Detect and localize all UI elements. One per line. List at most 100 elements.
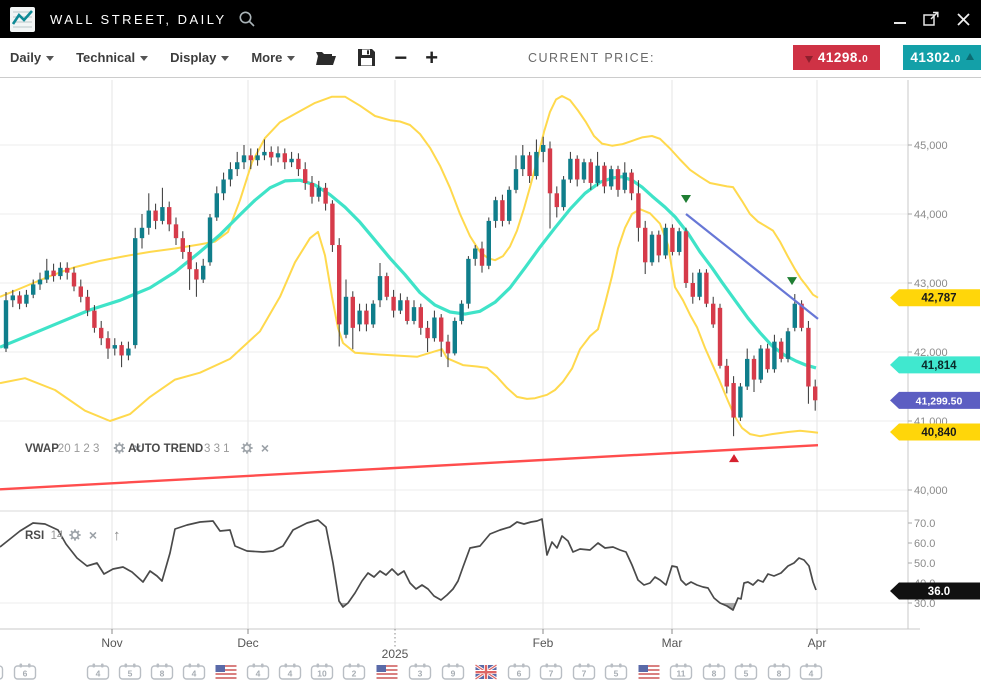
candle	[139, 227, 145, 239]
bollinger-bands	[0, 95, 819, 438]
calendar-event-icon[interactable]: 8	[702, 663, 726, 680]
calendar-event-icon[interactable]: 4	[86, 663, 110, 680]
vwap-line[interactable]	[0, 443, 819, 491]
calendar-event-icon[interactable]: 4	[182, 663, 206, 680]
calendar-event-icon[interactable]: 9	[441, 663, 465, 680]
calendar-event-icon[interactable]: 6	[507, 663, 531, 680]
menu-daily[interactable]: Daily	[10, 50, 55, 65]
candle	[71, 272, 77, 287]
gear-icon[interactable]	[241, 442, 253, 454]
candle	[289, 158, 294, 163]
candle	[697, 272, 702, 297]
popout-icon[interactable]	[923, 11, 940, 27]
price-tick-label: 45,000	[914, 140, 948, 152]
remove-indicator-icon[interactable]: ×	[133, 440, 141, 456]
save-icon[interactable]	[357, 48, 376, 67]
remove-indicator-icon[interactable]: ×	[89, 527, 97, 543]
calendar-event-icon[interactable]: 2	[342, 663, 366, 680]
svg-text:36.0: 36.0	[928, 586, 950, 598]
svg-text:4: 4	[288, 669, 293, 679]
calendar-event-icon[interactable]: 8	[150, 663, 174, 680]
candle	[609, 169, 614, 187]
candle	[357, 310, 362, 325]
minimize-icon[interactable]	[893, 12, 907, 26]
candle	[153, 210, 158, 221]
search-icon[interactable]	[237, 9, 257, 29]
chart-canvas[interactable]: 45,00044,00043,00042,00041,00040,00070.0…	[0, 80, 981, 682]
gridlines	[0, 80, 920, 630]
uk-flag-icon[interactable]	[474, 663, 498, 681]
remove-indicator-icon[interactable]: ×	[261, 440, 269, 456]
calendar-event-icon[interactable]: 7	[539, 663, 563, 680]
open-folder-icon[interactable]	[315, 49, 337, 67]
expand-pane-icon[interactable]: ↑	[113, 527, 121, 544]
title-bar: WALL STREET, DAILY	[0, 0, 981, 38]
candle	[683, 231, 689, 283]
buy-price-badge[interactable]: 41302.0	[903, 45, 981, 70]
menu-more[interactable]: More	[251, 50, 296, 65]
calendar-event-icon[interactable]: 8	[767, 663, 791, 680]
candle	[575, 158, 580, 180]
calendar-event-icon[interactable]: 4	[0, 664, 4, 680]
candle	[3, 300, 9, 349]
zoom-out-button[interactable]: −	[394, 44, 408, 70]
candle	[751, 358, 757, 380]
menu-technical[interactable]: Technical	[76, 50, 149, 65]
svg-text:7: 7	[549, 669, 554, 679]
sell-signal-marker[interactable]	[787, 277, 797, 286]
candle	[65, 267, 70, 273]
calendar-event-icon[interactable]: 4	[799, 663, 823, 680]
candle	[51, 270, 56, 277]
svg-text:8: 8	[777, 669, 782, 679]
price-badge: 41,299.50	[890, 391, 980, 409]
candle	[411, 307, 417, 321]
candle	[439, 317, 444, 342]
app-logo-icon	[10, 6, 35, 32]
calendar-event-icon[interactable]: 4	[246, 663, 270, 680]
sell-signal-marker[interactable]	[681, 194, 691, 203]
candle	[459, 303, 464, 321]
close-icon[interactable]	[956, 12, 971, 27]
candle	[432, 317, 437, 339]
rsi-tick-label: 30.0	[914, 598, 935, 610]
candle	[364, 310, 369, 325]
chart-toolbar: Daily Technical Display More	[0, 38, 981, 78]
candle	[568, 158, 573, 180]
gear-icon[interactable]	[113, 442, 125, 454]
us-flag-icon[interactable]	[215, 665, 237, 679]
calendar-event-icon[interactable]: 5	[118, 663, 142, 680]
candle	[643, 227, 648, 263]
buy-signal-marker[interactable]	[729, 454, 739, 463]
year-label: 2025	[382, 647, 409, 661]
candle	[581, 162, 587, 180]
sell-price-badge[interactable]: 41298.0	[793, 45, 880, 70]
svg-text:8: 8	[712, 669, 717, 679]
calendar-event-icon[interactable]: 5	[604, 663, 628, 680]
calendar-event-icon[interactable]: 3	[408, 663, 432, 680]
us-flag-icon[interactable]	[376, 665, 398, 679]
candle	[309, 182, 315, 197]
candle	[806, 327, 811, 387]
calendar-event-icon[interactable]: 10	[310, 663, 334, 680]
calendar-event-icon[interactable]: 7	[572, 663, 596, 680]
indicator-label: AUTO TREND 3 3 1 ×	[128, 440, 269, 456]
candle	[316, 187, 321, 197]
candle	[37, 279, 43, 285]
calendar-event-icon[interactable]: 5	[734, 663, 758, 680]
calendar-event-icon[interactable]: 6	[13, 663, 37, 680]
auto-trend-line[interactable]	[685, 213, 819, 320]
candle	[180, 238, 185, 252]
candle	[772, 341, 777, 370]
svg-text:42,787: 42,787	[921, 293, 956, 305]
zoom-in-button[interactable]: +	[425, 44, 439, 70]
gear-icon[interactable]	[69, 529, 81, 541]
calendar-event-icon[interactable]: 11	[669, 663, 693, 680]
candle	[269, 151, 274, 158]
menu-display[interactable]: Display	[170, 50, 230, 65]
candle	[445, 341, 451, 354]
us-flag-icon[interactable]	[638, 665, 660, 679]
candle	[799, 303, 804, 328]
calendar-event-icon[interactable]: 4	[278, 663, 302, 680]
